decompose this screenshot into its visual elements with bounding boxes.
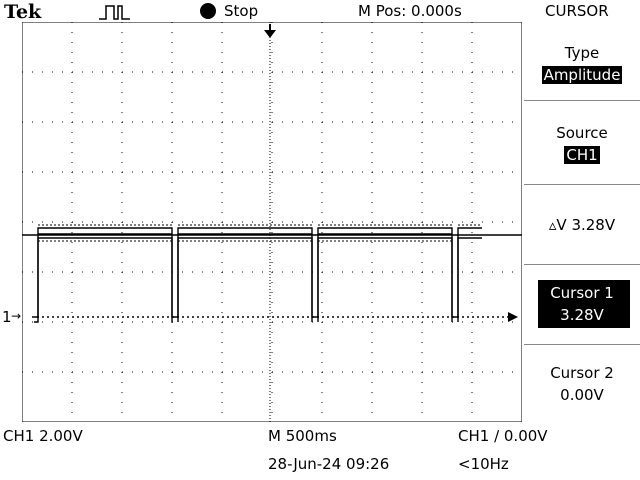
- source-value: CH1: [564, 146, 600, 164]
- cursor-2-value: 0.00V: [560, 386, 604, 404]
- delta-v-readout: ▵V 3.28V: [548, 216, 616, 234]
- source-label: Source: [556, 124, 608, 142]
- menu-divider: [524, 184, 640, 185]
- trigger-position-icon: [264, 30, 276, 38]
- horizontal-position-readout: M Pos: 0.000s: [358, 2, 462, 20]
- source-button[interactable]: CH1: [524, 146, 640, 164]
- date-time-readout: 28-Jun-24 09:26: [268, 455, 390, 473]
- cursor-1-button[interactable]: [538, 280, 630, 328]
- run-state-label: Stop: [224, 2, 259, 20]
- channel-1-marker: 1: [2, 308, 12, 326]
- menu-divider: [524, 100, 640, 101]
- trigger-level-icon: [508, 312, 518, 322]
- menu-divider: [524, 264, 640, 265]
- frequency-readout: <10Hz: [458, 455, 509, 473]
- waveform-noise: [38, 224, 482, 242]
- channel-1-marker-arrow: →: [11, 309, 22, 323]
- ch1-waveform: [34, 227, 482, 323]
- cursor-2-label[interactable]: Cursor 2: [550, 364, 614, 382]
- pulse-trigger-icon: [99, 5, 130, 20]
- graticule-grid: [22, 22, 522, 422]
- type-button[interactable]: Amplitude: [524, 66, 640, 84]
- ch1-scale-readout: CH1 2.00V: [3, 427, 83, 445]
- type-label: Type: [564, 44, 600, 62]
- brand-logo: Tek: [4, 1, 42, 23]
- stop-indicator-icon: [200, 3, 216, 19]
- menu-title: CURSOR: [545, 2, 609, 20]
- oscilloscope-screen: [22, 22, 522, 422]
- cursor-1-label: Cursor 1: [550, 284, 614, 302]
- trigger-readout: CH1 ∕ 0.00V: [458, 427, 548, 445]
- type-value: Amplitude: [541, 66, 623, 84]
- menu-divider: [524, 344, 640, 345]
- cursor-1-value: 3.28V: [560, 306, 604, 324]
- timebase-readout: M 500ms: [268, 427, 337, 445]
